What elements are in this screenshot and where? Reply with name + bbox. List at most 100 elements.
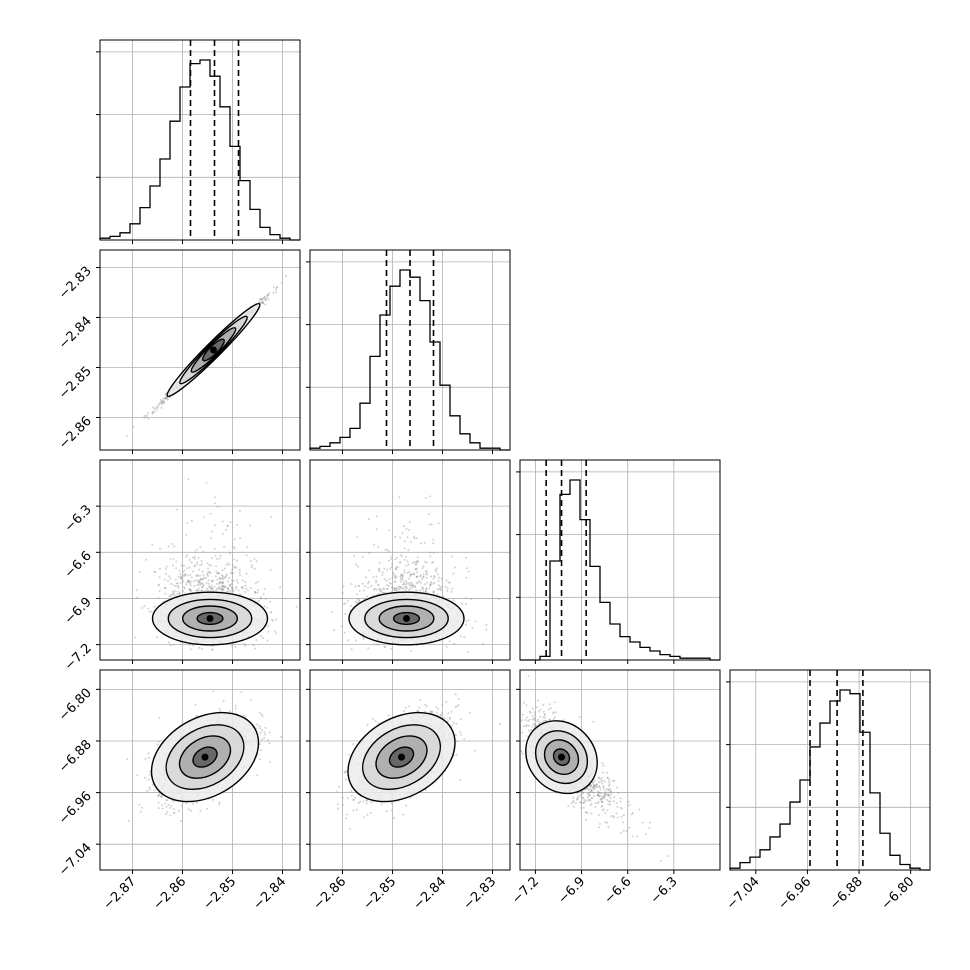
scatter-point: [164, 802, 167, 805]
scatter-point: [381, 571, 384, 574]
scatter-point: [225, 528, 228, 531]
scatter-point: [230, 572, 233, 575]
scatter-point: [386, 588, 389, 590]
scatter-point: [433, 575, 436, 577]
scatter-point: [474, 620, 477, 623]
scatter-point: [413, 572, 415, 575]
scatter-point: [410, 650, 413, 652]
scatter-point: [219, 581, 221, 584]
scatter-point: [373, 543, 376, 546]
scatter-point: [433, 575, 436, 578]
scatter-point: [416, 571, 419, 573]
scatter-point: [189, 589, 192, 591]
scatter-point: [408, 521, 411, 524]
scatter-point: [256, 591, 259, 594]
scatter-point: [419, 581, 422, 584]
scatter-point: [450, 590, 453, 593]
scatter-point: [174, 578, 177, 581]
scatter-point: [259, 596, 262, 599]
scatter-point: [406, 560, 409, 563]
scatter-point: [358, 585, 361, 588]
scatter-point: [356, 565, 359, 568]
scatter-point: [254, 647, 256, 650]
scatter-point: [262, 593, 265, 596]
scatter-point: [210, 580, 213, 583]
scatter-point: [386, 584, 389, 587]
scatter-point: [269, 761, 272, 764]
scatter-point: [367, 647, 370, 650]
scatter-point: [279, 586, 282, 589]
scatter-point: [261, 301, 264, 304]
scatter-point: [375, 515, 378, 518]
scatter-point: [356, 536, 359, 539]
scatter-point: [204, 576, 207, 579]
scatter-point: [164, 592, 167, 595]
scatter-point: [274, 618, 277, 621]
scatter-point: [272, 619, 274, 622]
scatter-point: [210, 585, 213, 588]
scatter-point: [404, 586, 407, 589]
scatter-point: [226, 525, 229, 527]
scatter-point: [275, 632, 278, 635]
scatter-point: [261, 298, 264, 301]
scatter-point: [162, 399, 165, 402]
scatter-point: [164, 587, 167, 590]
scatter-point: [164, 586, 167, 589]
scatter-point: [231, 563, 234, 566]
scatter-point: [430, 575, 433, 578]
scatter-point: [180, 577, 182, 580]
scatter-point: [344, 602, 347, 605]
scatter-point: [182, 574, 185, 577]
scatter-point: [179, 573, 182, 575]
scatter-point: [170, 594, 173, 597]
scatter-point: [201, 586, 204, 588]
scatter-point: [383, 645, 386, 648]
scatter-point: [411, 584, 414, 587]
scatter-point: [390, 558, 393, 561]
scatter-point: [169, 577, 172, 580]
scatter-point: [465, 556, 468, 559]
scatter-point: [410, 573, 413, 576]
scatter-point: [177, 590, 180, 593]
scatter-point: [417, 581, 419, 584]
scatter-point: [222, 589, 225, 592]
scatter-point: [190, 519, 193, 522]
scatter-point: [217, 572, 220, 575]
scatter-point: [225, 573, 228, 576]
scatter-point: [429, 584, 432, 587]
scatter-point: [421, 586, 424, 589]
scatter-point: [231, 586, 234, 589]
scatter-point: [221, 580, 224, 583]
scatter-point: [295, 605, 298, 608]
scatter-point: [201, 586, 203, 589]
scatter-point: [194, 551, 197, 554]
scatter-point: [190, 576, 193, 579]
scatter-point: [354, 600, 357, 603]
scatter-point: [217, 588, 220, 591]
scatter-point: [377, 546, 380, 548]
scatter-point: [238, 568, 241, 571]
scatter-point: [178, 569, 181, 572]
scatter-point: [239, 509, 241, 512]
scatter-point: [425, 573, 428, 576]
scatter-point: [415, 589, 418, 592]
scatter-point: [396, 566, 399, 569]
scatter-point: [401, 574, 404, 577]
scatter-point: [177, 586, 180, 589]
scatter-point: [382, 587, 385, 590]
scatter-point: [222, 584, 225, 587]
scatter-point: [378, 561, 381, 564]
scatter-point: [355, 601, 358, 604]
scatter-point: [127, 819, 130, 822]
scatter-point: [343, 603, 346, 606]
scatter-point: [432, 577, 435, 580]
scatter-point: [471, 626, 474, 629]
scatter-point: [264, 303, 267, 306]
scatter-point: [186, 522, 189, 524]
scatter-point: [382, 588, 385, 591]
scatter-point: [172, 584, 175, 587]
scatter-point: [266, 294, 269, 297]
scatter-point: [218, 585, 221, 588]
scatter-point: [258, 711, 261, 714]
scatter-point: [446, 589, 449, 592]
